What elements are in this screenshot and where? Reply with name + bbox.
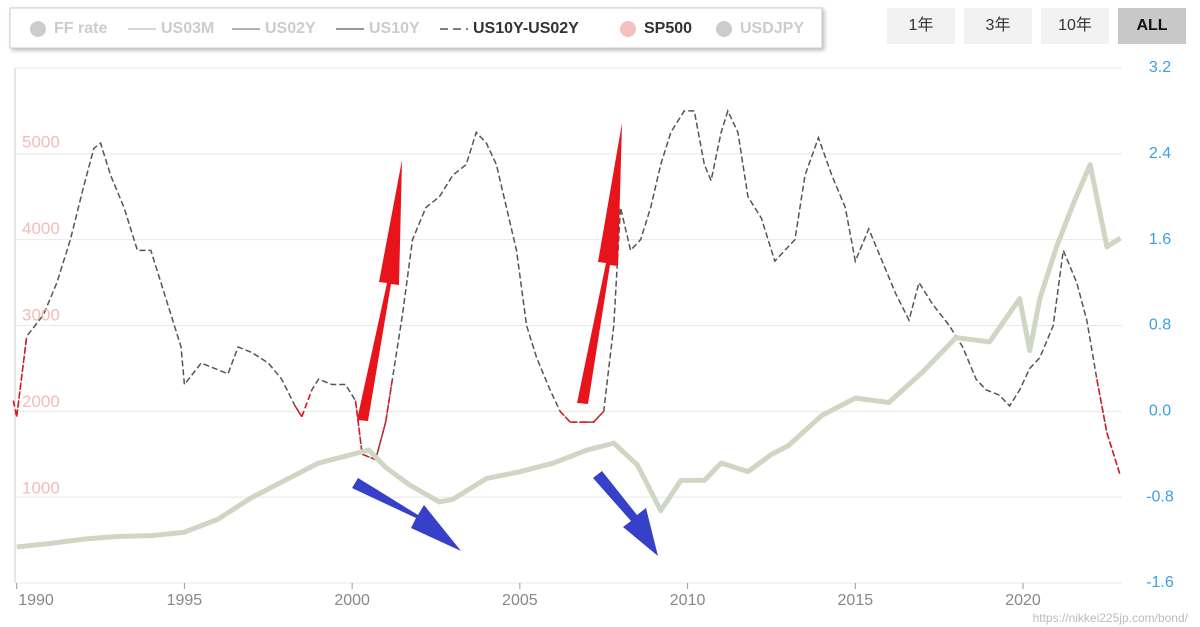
negative-segment xyxy=(354,400,363,455)
y2-tick-label: 1.6 xyxy=(1149,231,1171,248)
x-tick-label: 2010 xyxy=(670,592,706,609)
y2-tick-label: 3.2 xyxy=(1149,59,1171,76)
negative-segment xyxy=(294,405,303,418)
negative-segment xyxy=(1106,432,1122,476)
x-tick-label: 2000 xyxy=(334,592,370,609)
range-button[interactable]: 10年 xyxy=(1041,8,1109,44)
legend-label: US10Y xyxy=(369,20,420,37)
legend-symbol xyxy=(716,21,732,37)
legend-label: SP500 xyxy=(644,20,692,37)
legend-symbol xyxy=(30,21,46,37)
legend-symbol xyxy=(620,21,636,37)
sp500-line xyxy=(16,162,1122,550)
negative-segment xyxy=(384,379,394,423)
y-tick-label: 4000 xyxy=(22,219,60,238)
legend-box xyxy=(9,7,823,49)
blue-arrow xyxy=(352,478,461,551)
y2-tick-label: 2.4 xyxy=(1149,145,1171,162)
negative-segment xyxy=(301,389,313,417)
range-buttons: 1年 3年 10年 ALL xyxy=(887,8,1186,44)
watermark: https://nikkei225jp.com/bond/ xyxy=(1033,611,1189,625)
y2-tick-label: 0.0 xyxy=(1149,403,1171,420)
negative-segment xyxy=(15,336,28,417)
range-button[interactable]: 3年 xyxy=(964,8,1032,44)
y2-tick-label: -0.8 xyxy=(1146,488,1174,505)
negative-segment xyxy=(12,400,18,417)
y2-tick-label: -1.6 xyxy=(1146,574,1174,591)
y-tick-label: 1000 xyxy=(22,478,60,497)
y-tick-label: 3000 xyxy=(22,305,60,324)
legend-label: US10Y-US02Y xyxy=(473,20,579,37)
legend-label: US03M xyxy=(161,20,214,37)
x-tick-label: 1995 xyxy=(167,592,203,609)
red-arrow xyxy=(357,160,402,421)
range-button[interactable]: 1年 xyxy=(887,8,955,44)
negative-segment xyxy=(559,410,571,423)
spread-line xyxy=(12,108,1122,476)
y-tick-label: 2000 xyxy=(22,392,60,411)
x-tick-label: 2020 xyxy=(1005,592,1041,609)
negative-segment xyxy=(1096,379,1108,433)
legend-label: USDJPY xyxy=(740,20,804,37)
negative-segment xyxy=(361,453,376,461)
y-tick-label: 5000 xyxy=(22,132,60,151)
x-tick-label: 2005 xyxy=(502,592,538,609)
red-arrow xyxy=(577,123,622,404)
x-tick-label: 2015 xyxy=(838,592,874,609)
annotation-arrows xyxy=(352,123,658,556)
range-button[interactable]: ALL xyxy=(1118,8,1186,44)
blue-arrow xyxy=(593,471,658,556)
legend-label: FF rate xyxy=(54,20,107,37)
x-tick-label: 1990 xyxy=(18,592,54,609)
legend-label: US02Y xyxy=(265,20,316,37)
y2-tick-label: 0.8 xyxy=(1149,317,1171,334)
negative-segment xyxy=(374,421,387,460)
negative-segment xyxy=(593,410,605,423)
